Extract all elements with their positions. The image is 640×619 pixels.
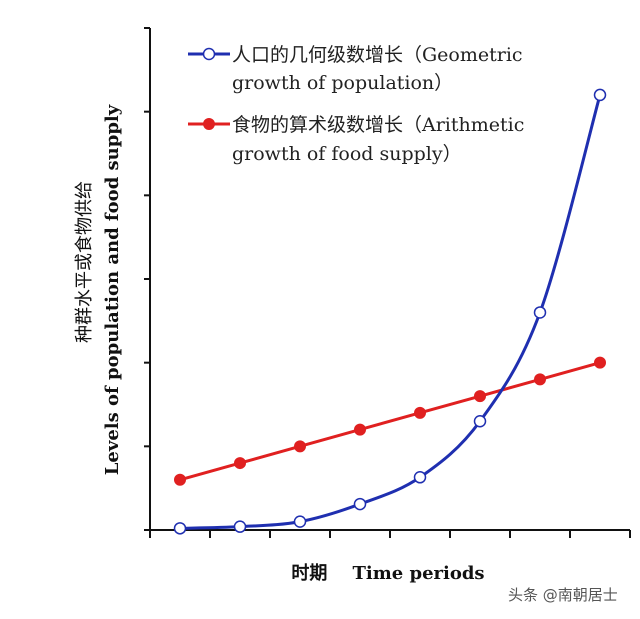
x-axis-title: 时期 Time periods [291, 563, 484, 584]
y-axis-title-en-group: Levels of population and food supply [102, 104, 123, 475]
series-line-1 [179, 361, 601, 482]
series-1-point-4 [414, 406, 426, 419]
legend-marker-population [202, 47, 216, 61]
series-layer [173, 88, 607, 535]
watermark: 头条 @南朝居士 [508, 586, 618, 604]
series-1-point-5 [474, 390, 486, 403]
series-0-point-6 [533, 306, 547, 319]
series-0-point-4 [413, 471, 427, 484]
series-0-point-7 [593, 88, 607, 102]
legend-marker-food [203, 118, 215, 130]
series-0-point-5 [473, 414, 487, 428]
legend-label-population-2: growth of population） [232, 72, 453, 94]
y-axis-title-en: Levels of population and food supply [102, 104, 123, 475]
legend-label-population-1: 人口的几何级数增长（Geometric [232, 44, 523, 66]
series-0-point-1 [233, 520, 247, 533]
series-1-point-6 [534, 373, 546, 386]
series-1-point-7 [594, 356, 606, 369]
y-axis-title-cn: 种群水平或食物供给 [74, 181, 95, 343]
series-1-point-0 [174, 473, 186, 486]
series-1-point-2 [294, 440, 306, 453]
series-0-point-0 [173, 522, 187, 535]
legend-label-food-2: growth of food supply） [232, 143, 462, 165]
series-1-point-1 [234, 457, 246, 470]
series-0-point-2 [293, 515, 307, 528]
series-0-point-3 [353, 497, 367, 511]
legend: 人口的几何级数增长（Geometric growth of population… [188, 44, 524, 165]
legend-label-food-1: 食物的算术级数增长（Arithmetic [232, 114, 524, 136]
y-axis-title-cn-group: 种群水平或食物供给 [74, 181, 95, 343]
series-1-point-3 [354, 423, 366, 436]
axes [144, 27, 631, 538]
